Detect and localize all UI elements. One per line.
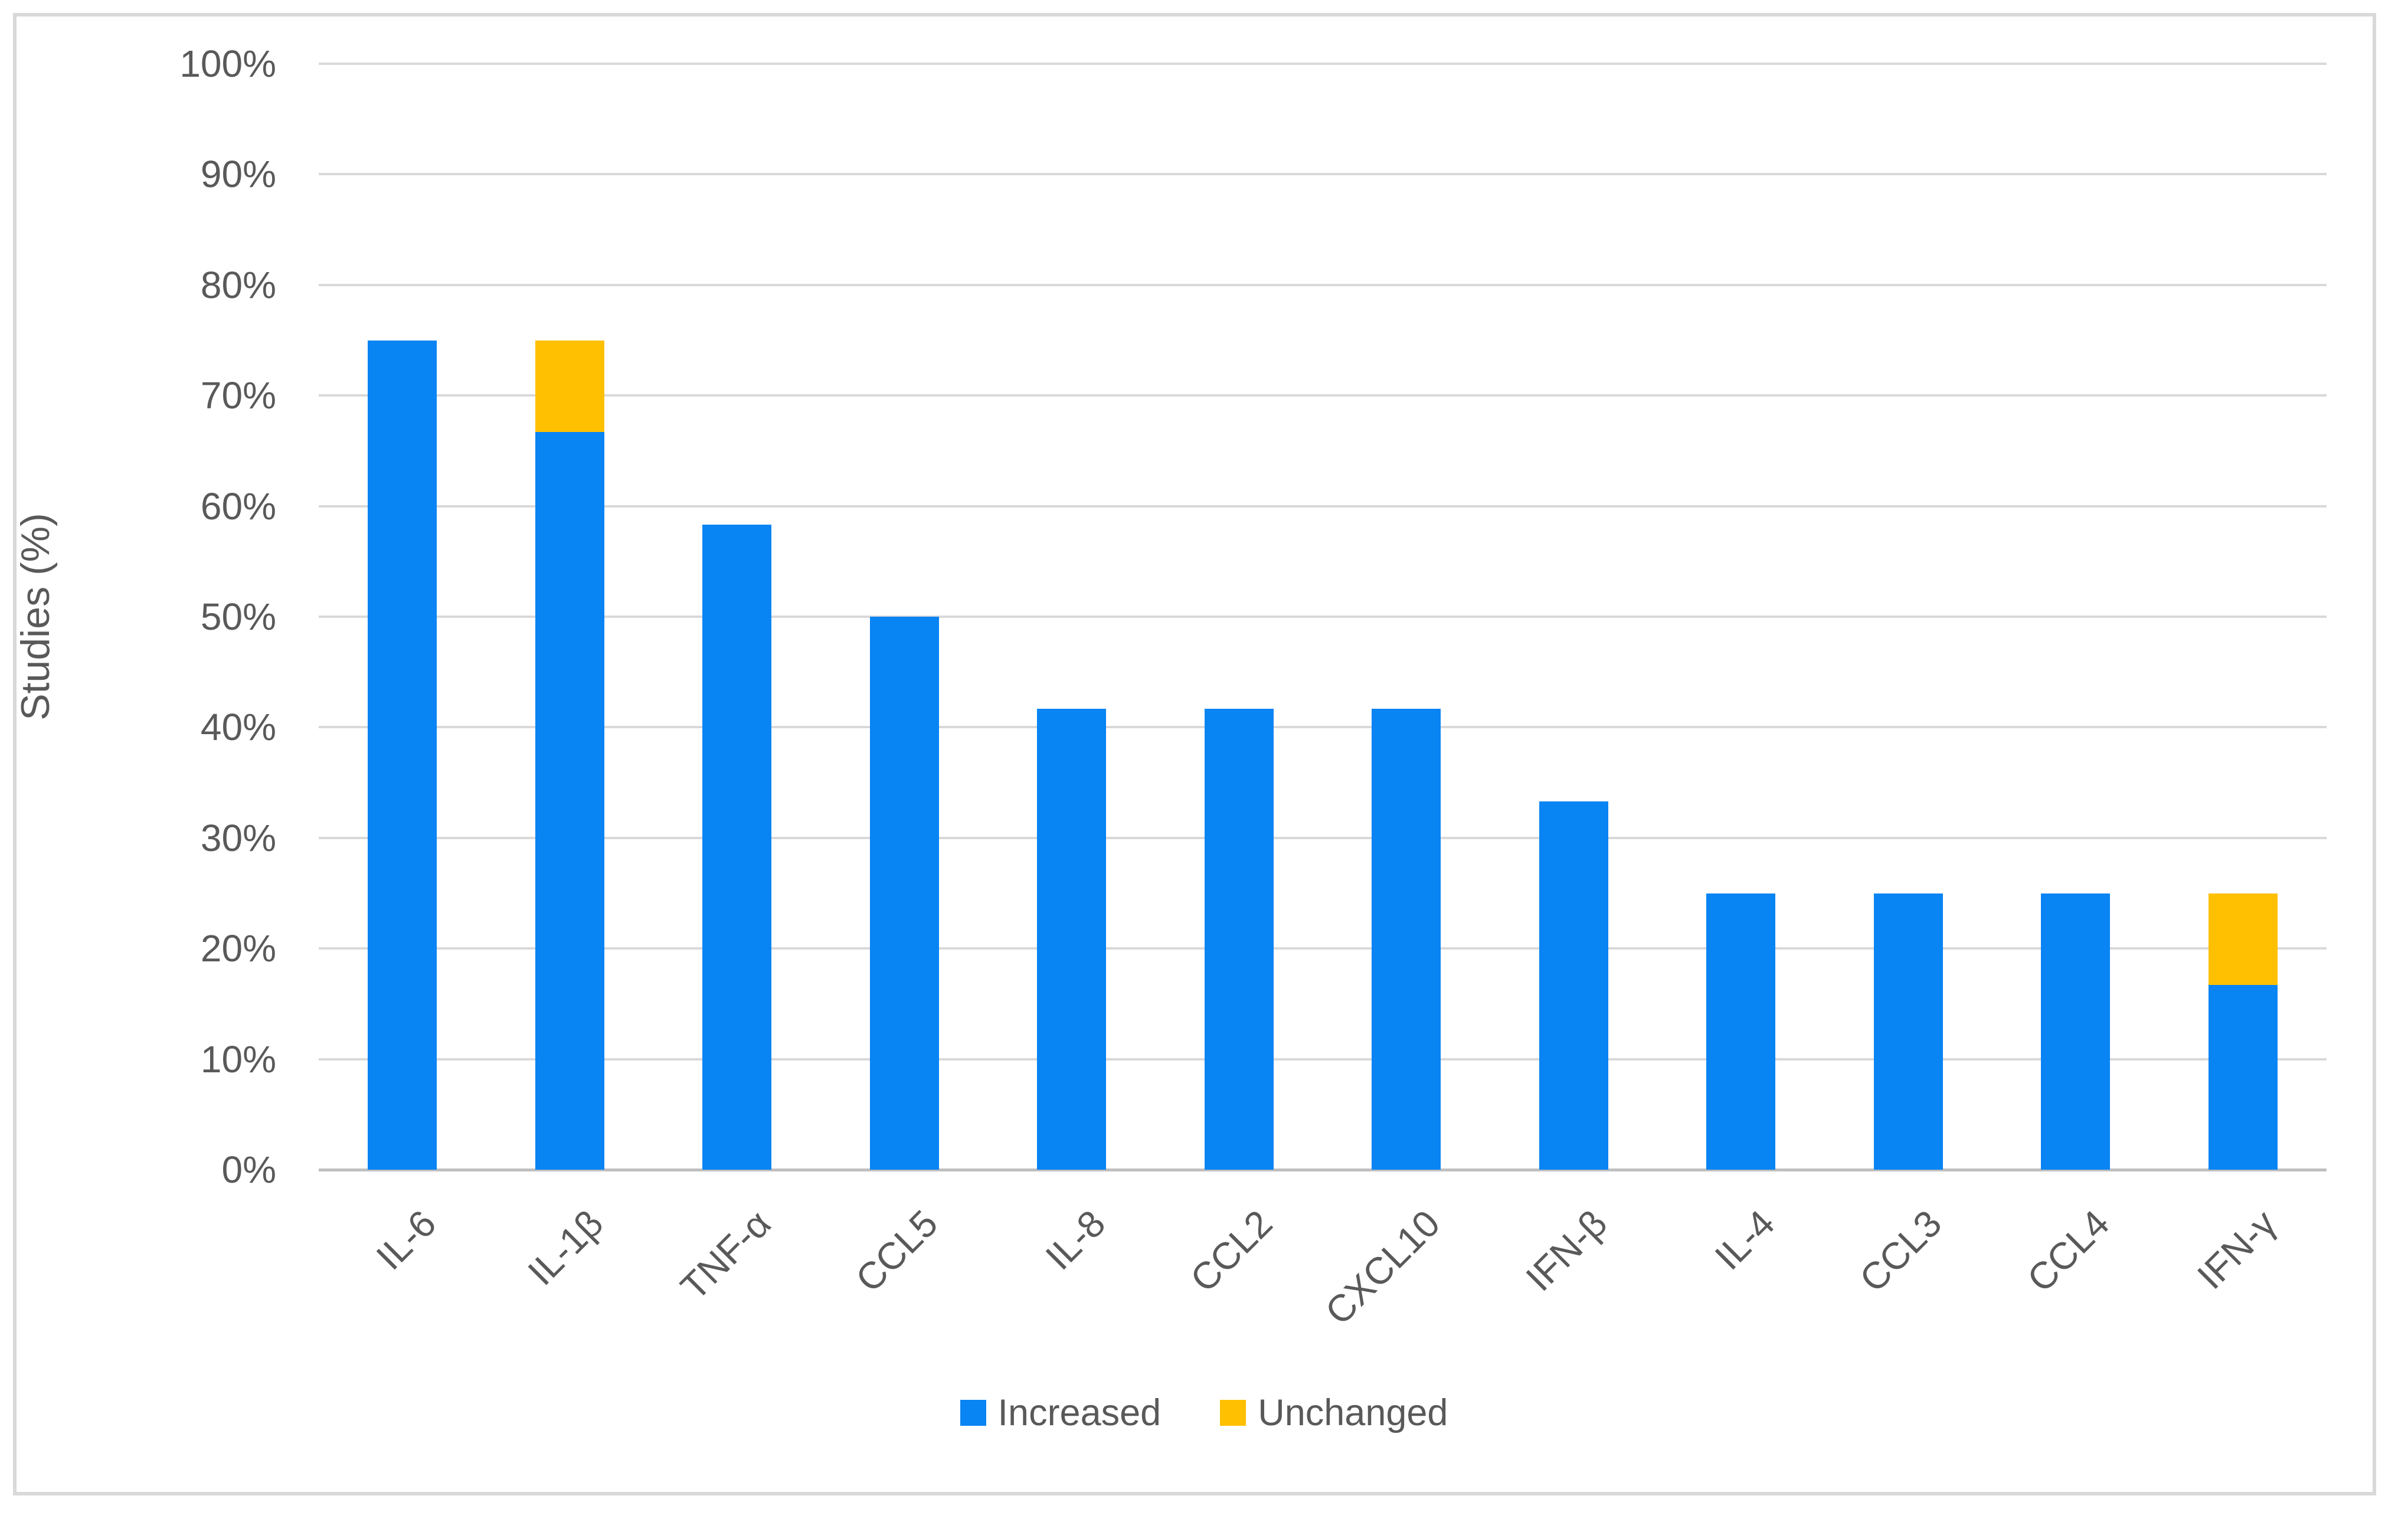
y-tick-label: 60% [200,485,276,528]
legend-item-increased: Increased [960,1392,1162,1434]
gridline [319,726,2327,729]
bar-segment-increased-IL-6 [368,340,437,1170]
bar-segment-increased-CXCL10 [1372,708,1441,1170]
legend-swatch-increased-icon [960,1400,986,1426]
y-axis-title: Studies (%) [13,513,58,721]
bar-segment-increased-IL-4 [1706,893,1776,1170]
gridline [319,616,2327,618]
bar-segment-unchanged-IFN-γ [2208,893,2278,986]
gridline [319,63,2327,65]
gridline [319,394,2327,397]
bar-segment-increased-IFN-β [1539,801,1608,1170]
bar-segment-increased-CCL2 [1204,708,1274,1170]
gridline [319,947,2327,950]
y-tick-label: 70% [200,374,276,417]
y-tick-label: 0% [221,1148,277,1191]
legend-swatch-unchanged-icon [1220,1400,1246,1426]
y-tick-label: 50% [200,595,276,638]
legend: Increased Unchanged [0,1392,2408,1434]
gridline [319,173,2327,176]
gridline [319,836,2327,839]
x-axis-line [319,1168,2327,1171]
bar-segment-increased-IL-8 [1037,708,1107,1170]
bar-segment-increased-TNF-α [702,525,772,1170]
bar-segment-unchanged-IL-1β [535,340,604,433]
legend-label-unchanged: Unchanged [1258,1392,1448,1433]
legend-item-unchanged: Unchanged [1220,1392,1448,1434]
y-tick-label: 10% [200,1037,276,1081]
y-tick-label: 90% [200,153,276,196]
y-tick-label: 80% [200,263,276,306]
bar-segment-increased-CCL4 [2041,893,2111,1170]
gridline [319,283,2327,286]
y-tick-label: 40% [200,706,276,749]
bar-segment-increased-IFN-γ [2208,985,2278,1170]
bar-segment-increased-CCL3 [1873,893,1943,1170]
bar-segment-increased-CCL5 [869,617,939,1170]
y-tick-label: 20% [200,927,276,970]
bar-segment-increased-IL-1β [535,432,604,1170]
y-tick-label: 100% [179,42,276,85]
y-tick-label: 30% [200,816,276,859]
gridline [319,505,2327,508]
gridline [319,1058,2327,1061]
legend-label-increased: Increased [997,1392,1162,1433]
